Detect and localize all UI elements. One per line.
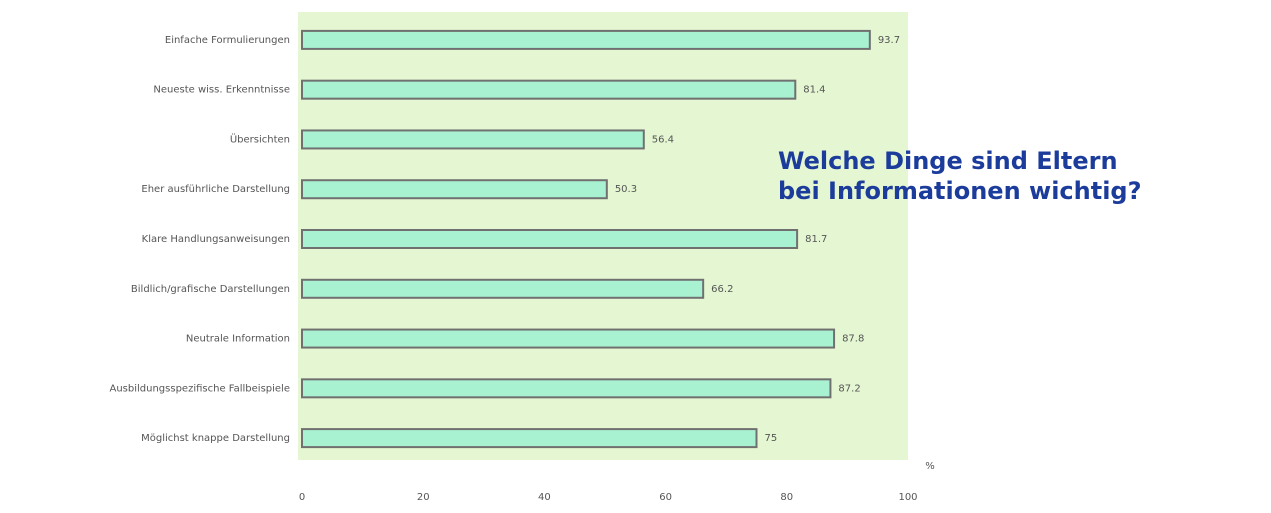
y-tick-label: Neueste wiss. Erkenntnisse — [153, 85, 290, 96]
chart-title: Welche Dinge sind Eltern — [778, 147, 1118, 175]
bar — [301, 179, 608, 200]
bar — [301, 328, 836, 349]
y-tick-label: Übersichten — [230, 132, 290, 145]
y-tick-label: Bildlich/grafische Darstellungen — [131, 284, 290, 295]
data-label: 93.7 — [878, 35, 900, 46]
x-tick-label: 100 — [898, 492, 917, 503]
bar — [301, 428, 758, 449]
chart-title: bei Informationen wichtig? — [778, 177, 1142, 205]
x-tick-label: 60 — [659, 492, 672, 503]
y-tick-label: Ausbildungsspezifische Fallbeispiele — [109, 383, 290, 394]
data-label: 81.4 — [803, 85, 825, 96]
y-tick-label: Neutrale Information — [186, 334, 290, 345]
y-tick-label: Möglichst knappe Darstellung — [141, 433, 290, 444]
data-label: 81.7 — [805, 234, 827, 245]
x-tick-label: 0 — [299, 492, 305, 503]
x-axis-label: % — [925, 461, 935, 472]
bar — [301, 29, 871, 50]
bar — [301, 129, 645, 150]
bar — [301, 229, 799, 249]
data-label: 87.8 — [842, 334, 864, 345]
x-tick-label: 40 — [538, 492, 551, 503]
x-tick-label: 20 — [417, 492, 430, 503]
data-label: 50.3 — [615, 184, 637, 195]
bar — [301, 278, 705, 299]
data-label: 56.4 — [652, 134, 674, 145]
bar — [301, 79, 797, 100]
y-tick-label: Einfache Formulierungen — [165, 35, 290, 46]
data-label: 75 — [765, 433, 778, 444]
data-label: 87.2 — [838, 383, 860, 394]
y-tick-label: Klare Handlungsanweisungen — [142, 234, 290, 245]
y-tick-label: Eher ausführliche Darstellung — [141, 184, 290, 195]
bar — [301, 378, 832, 399]
x-tick-label: 80 — [780, 492, 793, 503]
data-label: 66.2 — [711, 284, 733, 295]
